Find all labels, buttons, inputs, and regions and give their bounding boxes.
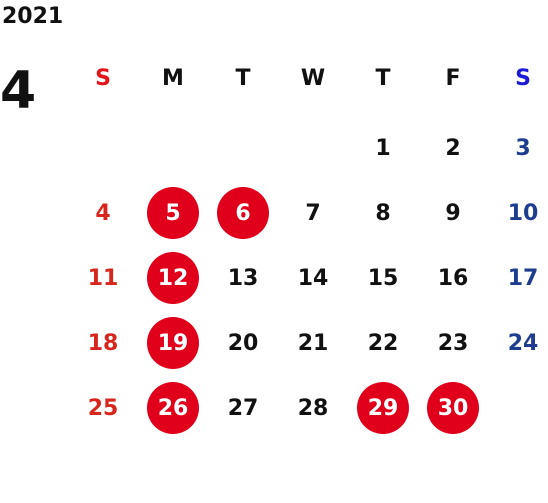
day-cell: 15 — [348, 246, 418, 310]
highlighted-day-cell: 6 — [208, 181, 278, 245]
day-cell: 20 — [208, 311, 278, 375]
day-number: 12 — [147, 252, 199, 304]
weekday-wed: W — [300, 65, 326, 91]
day-cell: 13 — [208, 246, 278, 310]
highlighted-day-cell: 29 — [348, 376, 418, 440]
day-cell: 27 — [208, 376, 278, 440]
day-cell: 24 — [488, 311, 548, 375]
day-number: 20 — [227, 330, 259, 356]
day-number: 5 — [147, 187, 199, 239]
day-cell: 25 — [68, 376, 138, 440]
weekday-thu: T — [375, 65, 391, 91]
highlighted-day-cell: 12 — [138, 246, 208, 310]
day-number: 9 — [445, 200, 461, 226]
day-number: 18 — [87, 330, 119, 356]
weekday-fri: F — [445, 65, 461, 91]
day-number: 30 — [427, 382, 479, 434]
day-number: 19 — [147, 317, 199, 369]
day-number: 4 — [95, 200, 111, 226]
weekday-sun: S — [95, 65, 111, 91]
day-cell: 18 — [68, 311, 138, 375]
day-number: 11 — [87, 265, 119, 291]
day-cell: 8 — [348, 181, 418, 245]
day-number: 23 — [437, 330, 469, 356]
day-cell: 9 — [418, 181, 488, 245]
day-number: 8 — [375, 200, 391, 226]
day-number: 27 — [227, 395, 259, 421]
day-number: 14 — [297, 265, 329, 291]
day-cell: 7 — [278, 181, 348, 245]
day-cell: 10 — [488, 181, 548, 245]
day-cell: 22 — [348, 311, 418, 375]
day-cell: 14 — [278, 246, 348, 310]
day-number: 10 — [507, 200, 539, 226]
day-number: 7 — [305, 200, 321, 226]
month-label: 4 — [0, 61, 37, 121]
highlighted-day-cell: 5 — [138, 181, 208, 245]
day-number: 15 — [367, 265, 399, 291]
day-number: 13 — [227, 265, 259, 291]
day-cell: 2 — [418, 116, 488, 180]
day-cell: 16 — [418, 246, 488, 310]
year-label: 2021 — [2, 4, 64, 29]
day-number: 21 — [297, 330, 329, 356]
highlighted-day-cell: 30 — [418, 376, 488, 440]
highlighted-day-cell: 19 — [138, 311, 208, 375]
day-number: 17 — [507, 265, 539, 291]
day-number: 2 — [445, 135, 461, 161]
weekday-mon: M — [162, 65, 184, 91]
day-number: 26 — [147, 382, 199, 434]
day-cell: 3 — [488, 116, 548, 180]
day-cell: 11 — [68, 246, 138, 310]
day-number: 25 — [87, 395, 119, 421]
day-number: 6 — [217, 187, 269, 239]
day-number: 16 — [437, 265, 469, 291]
day-number: 3 — [515, 135, 531, 161]
day-cell: 28 — [278, 376, 348, 440]
highlighted-day-cell: 26 — [138, 376, 208, 440]
day-cell: 1 — [348, 116, 418, 180]
day-cell: 4 — [68, 181, 138, 245]
weekday-tue: T — [235, 65, 251, 91]
day-number: 28 — [297, 395, 329, 421]
day-cell: 17 — [488, 246, 548, 310]
weekday-sat: S — [515, 65, 531, 91]
day-number: 29 — [357, 382, 409, 434]
day-number: 24 — [507, 330, 539, 356]
day-number: 1 — [375, 135, 391, 161]
day-number: 22 — [367, 330, 399, 356]
day-cell: 23 — [418, 311, 488, 375]
day-cell: 21 — [278, 311, 348, 375]
